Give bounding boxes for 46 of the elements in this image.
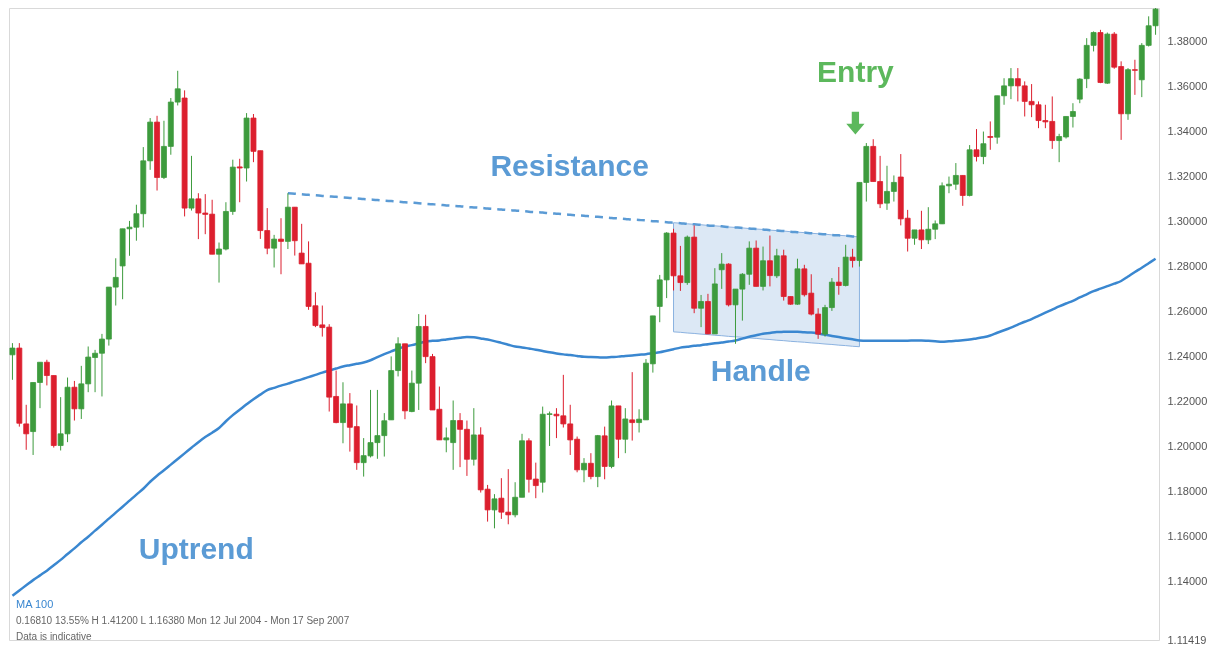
candlestick [340, 381, 346, 444]
candlestick [698, 294, 704, 328]
y-tick-label: 1.28000 [1167, 260, 1208, 273]
candlestick [987, 120, 994, 151]
annotation: 0.16810 13.55% H 1.41200 L 1.16380 Mon 12 Jul 2004 - Mon 17 Sep 2007 [16, 615, 350, 626]
candlestick [973, 128, 980, 162]
candlestick [629, 371, 636, 442]
y-tick-label: 1.16000 [1167, 530, 1208, 543]
y-tick-label: 1.18000 [1167, 485, 1208, 498]
y-tick-label: 1.24000 [1167, 350, 1208, 363]
candlestick [773, 248, 780, 279]
candlestick [959, 174, 966, 207]
candlestick [849, 248, 856, 268]
annotation: Entry [817, 55, 895, 89]
y-tick-label: 1.30000 [1167, 215, 1208, 228]
candlestick [1132, 59, 1138, 96]
candlestick [278, 217, 284, 275]
annotation: Handle [710, 354, 811, 388]
candlestick [71, 380, 78, 422]
candlestick [622, 407, 629, 454]
y-tick-label: 1.38000 [1167, 35, 1208, 48]
candlestick [918, 210, 925, 250]
candlestick [587, 452, 594, 480]
line-series [11, 257, 1157, 597]
y-tick-label: 1.20000 [1167, 440, 1208, 453]
annotation: Data is indicative [16, 631, 93, 642]
candlestick [980, 131, 987, 165]
series-label: MA 100 [16, 598, 54, 610]
candlestick [9, 342, 16, 381]
candlestick [188, 155, 195, 212]
candlestick [271, 234, 278, 268]
candlestick [835, 266, 842, 296]
y-tick-label: 1.36000 [1167, 80, 1208, 93]
annotation: Resistance [490, 149, 649, 183]
candlestick [767, 235, 773, 287]
y-tick-label: 1.22000 [1167, 395, 1208, 408]
y-tick-label: 1.11419 [1167, 633, 1207, 646]
candlestick [236, 158, 243, 203]
candlestick [581, 457, 587, 483]
candlestick [491, 493, 498, 529]
y-tick-label: 1.14000 [1167, 575, 1208, 588]
y-tick-label: 1.32000 [1167, 170, 1208, 183]
annotation: Uptrend [138, 532, 254, 565]
y-tick-label: 1.26000 [1167, 305, 1208, 318]
y-tick-label: 1.34000 [1167, 125, 1208, 138]
candlestick [718, 252, 725, 290]
